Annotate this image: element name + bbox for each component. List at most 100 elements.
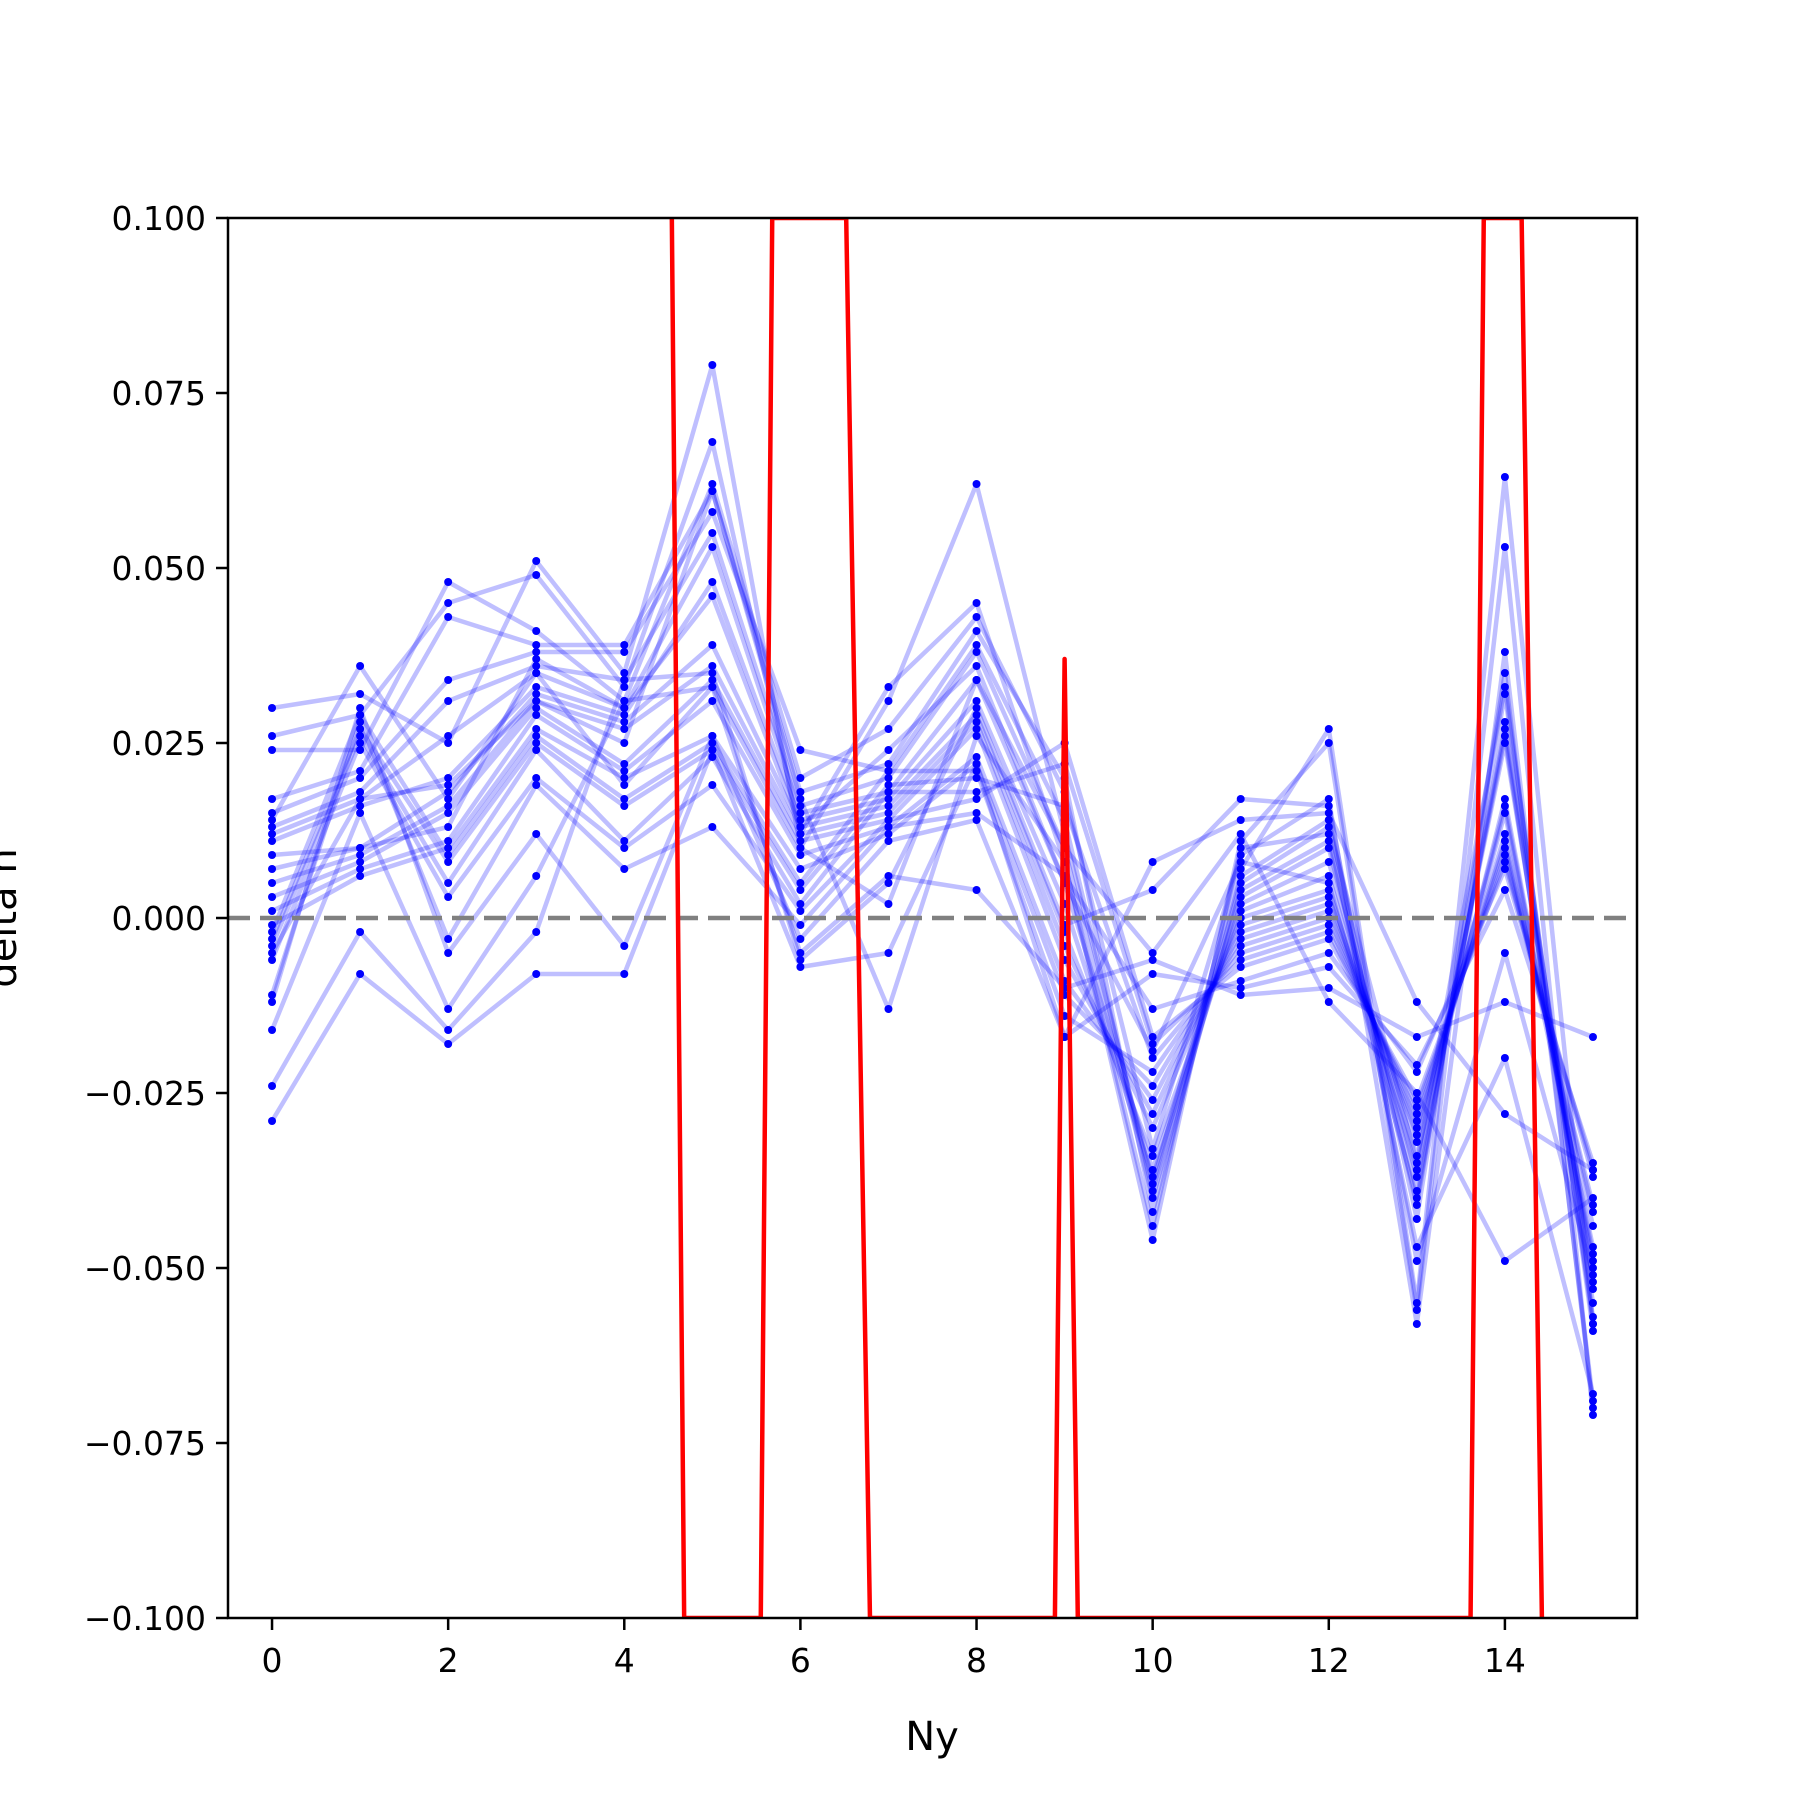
series-22-point-4 (620, 781, 629, 789)
series-23-point-4 (620, 704, 629, 712)
series-14-point-7 (884, 781, 893, 789)
series-20-point-2 (444, 1026, 453, 1034)
series-15-point-15 (1588, 1201, 1597, 1209)
series-1-point-0 (268, 732, 277, 740)
series-2-point-8 (972, 613, 981, 621)
series-19-point-3 (532, 872, 541, 880)
series-6-point-13 (1412, 1187, 1421, 1195)
series-18-point-1 (356, 704, 365, 712)
series-9-point-1 (356, 851, 365, 859)
series-14-point-10 (1148, 1054, 1157, 1062)
series-17-point-14 (1500, 865, 1509, 873)
series-3-point-3 (532, 641, 541, 649)
series-12-point-14 (1500, 830, 1509, 838)
series-7-point-15 (1588, 1299, 1597, 1307)
series-10-point-4 (620, 760, 629, 768)
series-19-point-13 (1412, 1033, 1421, 1041)
series-24-point-2 (444, 781, 453, 789)
series-19-point-6 (796, 949, 805, 957)
series-16-point-2 (444, 893, 453, 901)
series-21-point-5 (708, 746, 717, 754)
series-18-point-15 (1588, 1159, 1597, 1167)
y-tick-label-7: 0.075 (112, 374, 206, 413)
series-4-point-6 (796, 746, 805, 754)
series-13-point-15 (1588, 1222, 1597, 1230)
series-6-point-12 (1324, 844, 1333, 852)
series-13-point-10 (1148, 1068, 1157, 1076)
series-5-point-11 (1236, 886, 1245, 894)
series-0-point-10 (1148, 1180, 1157, 1188)
plot-area (228, 218, 1637, 1618)
series-23-point-1 (356, 844, 365, 852)
series-21-point-15 (1588, 1166, 1597, 1174)
series-19-point-11 (1236, 991, 1245, 999)
y-tick-label-1: −0.075 (84, 1424, 206, 1463)
series-0-point-3 (532, 557, 541, 565)
series-9-point-2 (444, 802, 453, 810)
axes: 0 2 4 6 8 10 12 14 −0.100 −0.075 −0.050 −0.025 0.000… (84, 199, 1639, 1680)
series-7-point-8 (972, 697, 981, 705)
series-21-point-12 (1324, 809, 1333, 817)
series-15-point-3 (532, 746, 541, 754)
series-line-4 (271, 509, 1596, 1332)
series-21-point-11 (1236, 816, 1245, 824)
series-13-point-14 (1500, 837, 1509, 845)
series-19-point-7 (884, 872, 893, 880)
series-23-point-3 (532, 655, 541, 663)
series-12-point-12 (1324, 907, 1333, 915)
series-22-point-3 (532, 669, 541, 677)
series-line-11 (271, 698, 1596, 1255)
series-17-point-2 (444, 935, 453, 943)
series-line-17 (269, 719, 1596, 1171)
series-8-point-0 (268, 865, 277, 873)
x-tick-label-0: 0 (262, 1641, 283, 1680)
series-10-point-15 (1588, 1257, 1597, 1265)
series-11-point-1 (356, 865, 365, 873)
series-24-point-1 (356, 795, 365, 803)
x-tick-label-3: 6 (790, 1641, 811, 1680)
series-15-point-10 (1148, 1040, 1157, 1048)
series-16-point-1 (356, 739, 365, 747)
series-15-point-8 (972, 788, 981, 796)
series-1-point-13 (1412, 1306, 1421, 1314)
series-0-point-1 (356, 690, 365, 698)
series-15-point-12 (1324, 928, 1333, 936)
series-4-point-11 (1236, 879, 1245, 887)
series-5-point-1 (356, 788, 365, 796)
series-22-point-1 (356, 662, 365, 670)
series-line-19 (269, 684, 1594, 1040)
series-0-point-12 (1324, 725, 1333, 733)
series-12-point-7 (884, 830, 893, 838)
series-13-point-3 (532, 732, 541, 740)
series-2-point-14 (1500, 648, 1509, 656)
series-11-point-13 (1412, 1131, 1421, 1139)
series-4-point-13 (1412, 1159, 1421, 1167)
series-16-point-6 (796, 907, 805, 915)
series-14-point-6 (796, 886, 805, 894)
series-2-point-3 (532, 627, 541, 635)
series-10-point-2 (444, 809, 453, 817)
series-22-point-8 (972, 676, 981, 684)
series-line-9 (271, 663, 1596, 1269)
series-18-point-12 (1324, 963, 1333, 971)
series-7-point-5 (708, 578, 717, 586)
series-21-point-4 (620, 970, 629, 978)
series-19-point-2 (444, 1005, 453, 1013)
series-7-point-13 (1412, 1173, 1421, 1181)
series-1-point-10 (1148, 1236, 1157, 1244)
series-23-point-14 (1500, 718, 1509, 726)
series-4-point-2 (444, 676, 453, 684)
y-tick-label-4: 0.000 (112, 899, 206, 938)
series-15-point-11 (1236, 956, 1245, 964)
series-15-point-4 (620, 837, 629, 845)
y-tick-label-3: −0.025 (84, 1074, 206, 1113)
series-8-point-13 (1412, 1166, 1421, 1174)
series-6-point-10 (1148, 1166, 1157, 1174)
series-21-point-8 (972, 760, 981, 768)
series-12-point-1 (356, 872, 365, 880)
series-19-point-4 (620, 697, 629, 705)
series-24-point-11 (1236, 844, 1245, 852)
series-1-point-5 (708, 438, 717, 446)
series-5-point-13 (1412, 1201, 1421, 1209)
series-0-point-14 (1500, 473, 1509, 481)
